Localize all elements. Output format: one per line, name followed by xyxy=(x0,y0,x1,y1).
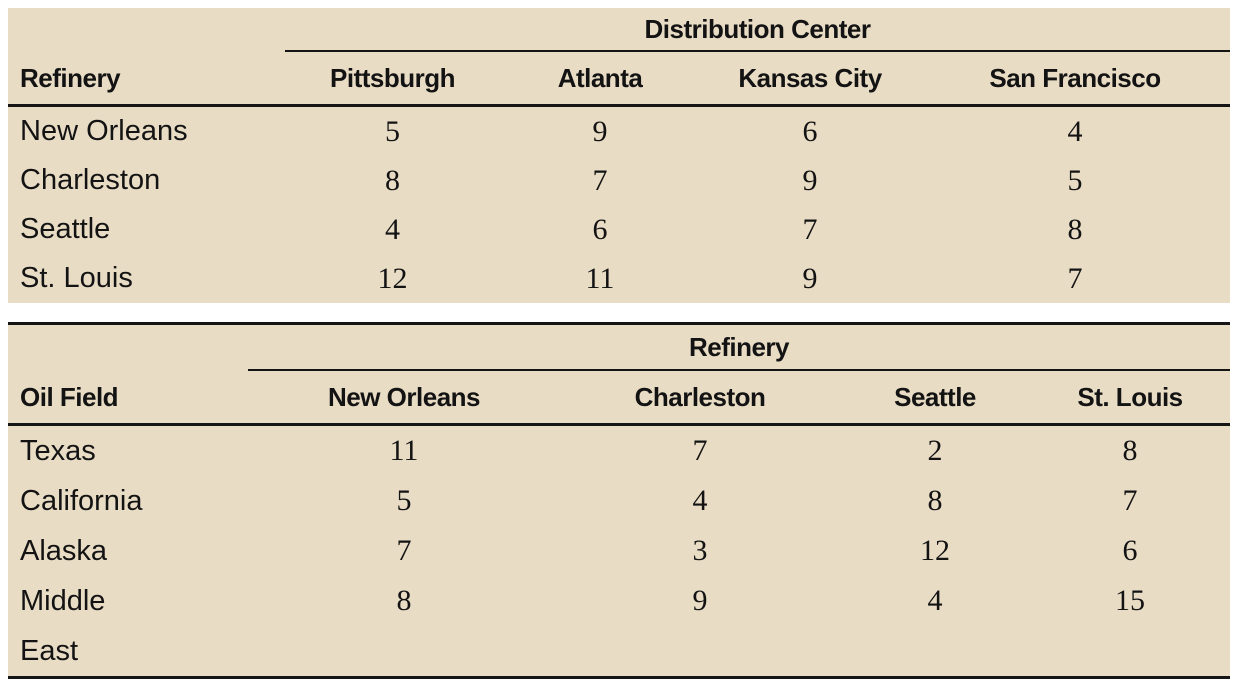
table-row-middle-east: Middle East 8 9 4 15 xyxy=(8,576,1230,676)
row-label: Charleston xyxy=(20,164,161,196)
oil-field-to-refinery-table: Refinery Oil Field New Orleans Charlesto… xyxy=(8,322,1230,679)
table-row-charleston: Charleston 8 7 9 5 xyxy=(8,156,1230,205)
cell-value: 8 xyxy=(396,584,412,617)
cell-value: 15 xyxy=(1115,584,1145,617)
row-label: Middle East xyxy=(20,585,106,667)
cell-value: 12 xyxy=(377,262,408,295)
cell-value: 7 xyxy=(802,213,818,246)
cell-value: 8 xyxy=(1067,213,1083,246)
cell-value: 4 xyxy=(692,484,708,517)
row-label: Alaska xyxy=(20,535,108,567)
cell-value: 3 xyxy=(692,534,708,567)
table-row-alaska: Alaska 7 3 12 6 xyxy=(8,526,1230,576)
column-header-san-francisco: San Francisco xyxy=(989,63,1161,93)
cell-value: 6 xyxy=(1122,534,1138,567)
row-label: California xyxy=(20,485,143,517)
row-header-label: Refinery xyxy=(20,63,121,93)
cell-value: 7 xyxy=(592,164,608,197)
cell-value: 11 xyxy=(389,434,419,467)
table-row-california: California 5 4 8 7 xyxy=(8,476,1230,526)
column-header-row: Oil Field New Orleans Charleston Seattle… xyxy=(8,371,1230,426)
cell-value: 4 xyxy=(1067,115,1083,148)
column-header-charleston: Charleston xyxy=(634,382,766,412)
refinery-to-distribution-center-table: Distribution Center Refinery Pittsburgh … xyxy=(8,8,1230,303)
cell-value: 6 xyxy=(802,115,818,148)
cell-value: 5 xyxy=(396,484,412,517)
cell-value: 7 xyxy=(692,434,708,467)
cell-value: 7 xyxy=(1067,262,1083,295)
span-header-refinery: Refinery xyxy=(248,325,1230,371)
table-row-st-louis: St. Louis 12 11 9 7 xyxy=(8,254,1230,303)
column-header-seattle: Seattle xyxy=(894,382,976,412)
row-label: St. Louis xyxy=(20,262,133,294)
cell-value: 6 xyxy=(592,213,608,246)
span-header-label: Distribution Center xyxy=(644,13,871,44)
table-row-texas: Texas 11 7 2 8 xyxy=(8,426,1230,476)
row-header-label: Oil Field xyxy=(20,382,119,412)
cell-value: 9 xyxy=(692,584,708,617)
cell-value: 11 xyxy=(585,262,615,295)
cell-value: 9 xyxy=(592,115,608,148)
cell-value: 4 xyxy=(927,584,943,617)
table-row-seattle: Seattle 4 6 7 8 xyxy=(8,205,1230,254)
cell-value: 12 xyxy=(920,534,950,567)
column-header-st-louis: St. Louis xyxy=(1077,382,1183,412)
span-header-label: Refinery xyxy=(688,331,790,362)
column-header-pittsburgh: Pittsburgh xyxy=(330,63,456,93)
row-label: Texas xyxy=(20,435,96,467)
row-label: New Orleans xyxy=(20,115,188,147)
span-header-row: Distribution Center xyxy=(8,8,1230,52)
span-header-distribution-center: Distribution Center xyxy=(285,8,1230,52)
column-header-atlanta: Atlanta xyxy=(557,63,643,93)
cell-value: 5 xyxy=(385,115,400,148)
cell-value: 9 xyxy=(802,164,818,197)
column-header-new-orleans: New Orleans xyxy=(327,382,481,412)
cell-value: 8 xyxy=(1122,434,1138,467)
span-header-spacer xyxy=(8,8,285,52)
column-header-row: Refinery Pittsburgh Atlanta Kansas City … xyxy=(8,52,1230,107)
cell-value: 4 xyxy=(385,213,400,246)
cell-value: 5 xyxy=(1067,164,1083,197)
span-header-row: Refinery xyxy=(8,325,1230,371)
column-header-kansas-city: Kansas City xyxy=(738,63,882,93)
span-header-spacer xyxy=(8,325,248,371)
cell-value: 8 xyxy=(385,164,400,197)
table-row-new-orleans: New Orleans 5 9 6 4 xyxy=(8,107,1230,156)
cell-value: 8 xyxy=(927,484,943,517)
cell-value: 9 xyxy=(802,262,818,295)
row-label: Seattle xyxy=(20,213,111,245)
cell-value: 7 xyxy=(396,534,412,567)
cell-value: 2 xyxy=(927,434,943,467)
cell-value: 7 xyxy=(1122,484,1138,517)
